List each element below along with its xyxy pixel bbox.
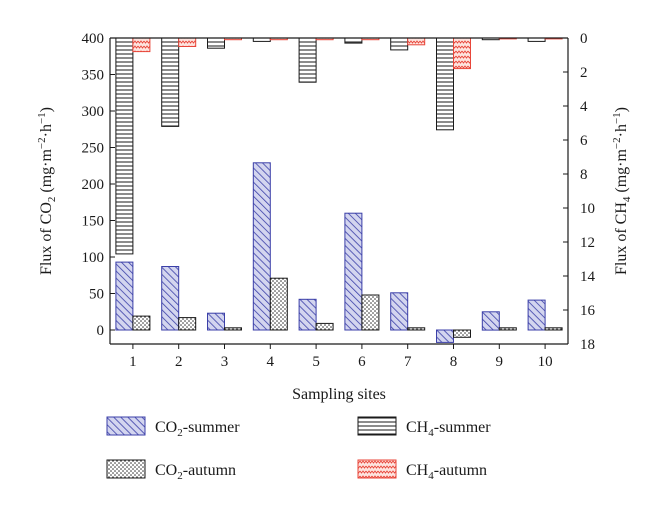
left-tick-label: 50 bbox=[89, 287, 104, 303]
left-tick-label: 100 bbox=[82, 250, 105, 266]
right-tick-label: 16 bbox=[580, 303, 596, 319]
bar-ch4-summer-site-7 bbox=[390, 37, 409, 51]
bar-ch4-autumn-site-7 bbox=[407, 37, 426, 46]
bar-ch4-summer-site-1 bbox=[115, 37, 134, 255]
legend-label-ch4-summer: CH4-summer bbox=[406, 419, 491, 439]
bar-co2-summer-site-3 bbox=[207, 312, 225, 331]
right-tick-label: 4 bbox=[580, 99, 588, 115]
legend-swatch-ch4-summer bbox=[357, 416, 397, 436]
right-tick-label: 12 bbox=[580, 235, 595, 251]
bar-co2-autumn-site-3 bbox=[224, 327, 242, 331]
x-tick-label: 2 bbox=[175, 354, 183, 370]
left-tick-label: 150 bbox=[82, 214, 105, 230]
legend-swatch-co2-autumn bbox=[106, 459, 146, 479]
legend-label-co2-autumn: CO2-autumn bbox=[155, 462, 236, 482]
bar-ch4-autumn-site-1 bbox=[132, 37, 151, 53]
bar-co2-autumn-site-7 bbox=[407, 327, 426, 331]
bar-co2-autumn-site-5 bbox=[315, 322, 334, 331]
bar-co2-autumn-site-2 bbox=[178, 317, 197, 331]
right-tick-label: 2 bbox=[580, 65, 588, 81]
bar-ch4-summer-site-8 bbox=[436, 37, 454, 131]
bar-ch4-autumn-site-8 bbox=[453, 37, 471, 70]
bar-co2-summer-site-2 bbox=[161, 266, 180, 331]
right-tick-label: 0 bbox=[580, 31, 588, 47]
bar-co2-summer-site-10 bbox=[527, 299, 546, 331]
legend-swatch-co2-summer bbox=[106, 416, 146, 436]
legend: CO2-summer CO2-autumn CH4-summer CH4-autumn bbox=[106, 416, 491, 482]
x-tick-label: 6 bbox=[358, 354, 366, 370]
x-tick-label: 5 bbox=[312, 354, 320, 370]
bar-ch4-summer-site-2 bbox=[161, 37, 180, 127]
x-tick-label: 10 bbox=[538, 354, 553, 370]
bar-co2-summer-site-5 bbox=[298, 298, 317, 331]
bar-co2-summer-site-8 bbox=[436, 329, 454, 343]
x-tick-label: 3 bbox=[221, 354, 229, 370]
bar-co2-autumn-site-4 bbox=[269, 277, 288, 331]
x-tick-label: 1 bbox=[129, 354, 137, 370]
bar-co2-summer-site-6 bbox=[344, 212, 363, 331]
left-tick-label: 250 bbox=[82, 141, 105, 157]
bar-co2-autumn-site-8 bbox=[453, 329, 471, 338]
legend-label-ch4-autumn: CH4-autumn bbox=[406, 462, 487, 482]
right-axis-title: Flux of CH4 (mg·m−2·h−1) bbox=[611, 107, 633, 275]
left-axis-title: Flux of CO2 (mg·m−2·h−1) bbox=[36, 107, 58, 275]
x-tick-label: 8 bbox=[450, 354, 458, 370]
left-tick-label: 400 bbox=[82, 31, 105, 47]
legend-label-co2-summer: CO2-summer bbox=[155, 419, 240, 439]
x-axis-title: Sampling sites bbox=[292, 386, 386, 403]
bar-co2-autumn-site-6 bbox=[361, 294, 380, 331]
bar-co2-summer-site-1 bbox=[115, 261, 134, 331]
right-tick-label: 14 bbox=[580, 269, 596, 285]
bar-ch4-autumn-site-2 bbox=[178, 37, 197, 47]
right-tick-label: 6 bbox=[580, 133, 588, 149]
left-tick-label: 0 bbox=[97, 323, 105, 339]
x-tick-label: 7 bbox=[404, 354, 412, 370]
right-tick-label: 18 bbox=[580, 337, 595, 353]
left-tick-label: 300 bbox=[82, 104, 105, 120]
left-tick-label: 200 bbox=[82, 177, 105, 193]
bar-co2-summer-site-7 bbox=[390, 292, 409, 331]
x-tick-label: 9 bbox=[496, 354, 504, 370]
bar-co2-autumn-site-10 bbox=[544, 327, 563, 331]
bar-co2-summer-site-9 bbox=[481, 311, 500, 331]
plot-area bbox=[115, 37, 563, 343]
left-tick-label: 350 bbox=[82, 68, 105, 84]
bar-co2-autumn-site-1 bbox=[132, 315, 151, 331]
bar-ch4-summer-site-3 bbox=[207, 37, 225, 49]
bar-co2-autumn-site-9 bbox=[498, 327, 517, 331]
right-tick-label: 10 bbox=[580, 201, 595, 217]
bar-ch4-summer-site-5 bbox=[298, 37, 317, 83]
bar-co2-summer-site-4 bbox=[252, 162, 271, 331]
right-tick-label: 8 bbox=[580, 167, 588, 183]
x-tick-label: 4 bbox=[267, 354, 275, 370]
legend-swatch-ch4-autumn bbox=[357, 459, 397, 479]
bar-ch4-summer-site-6 bbox=[344, 37, 363, 44]
